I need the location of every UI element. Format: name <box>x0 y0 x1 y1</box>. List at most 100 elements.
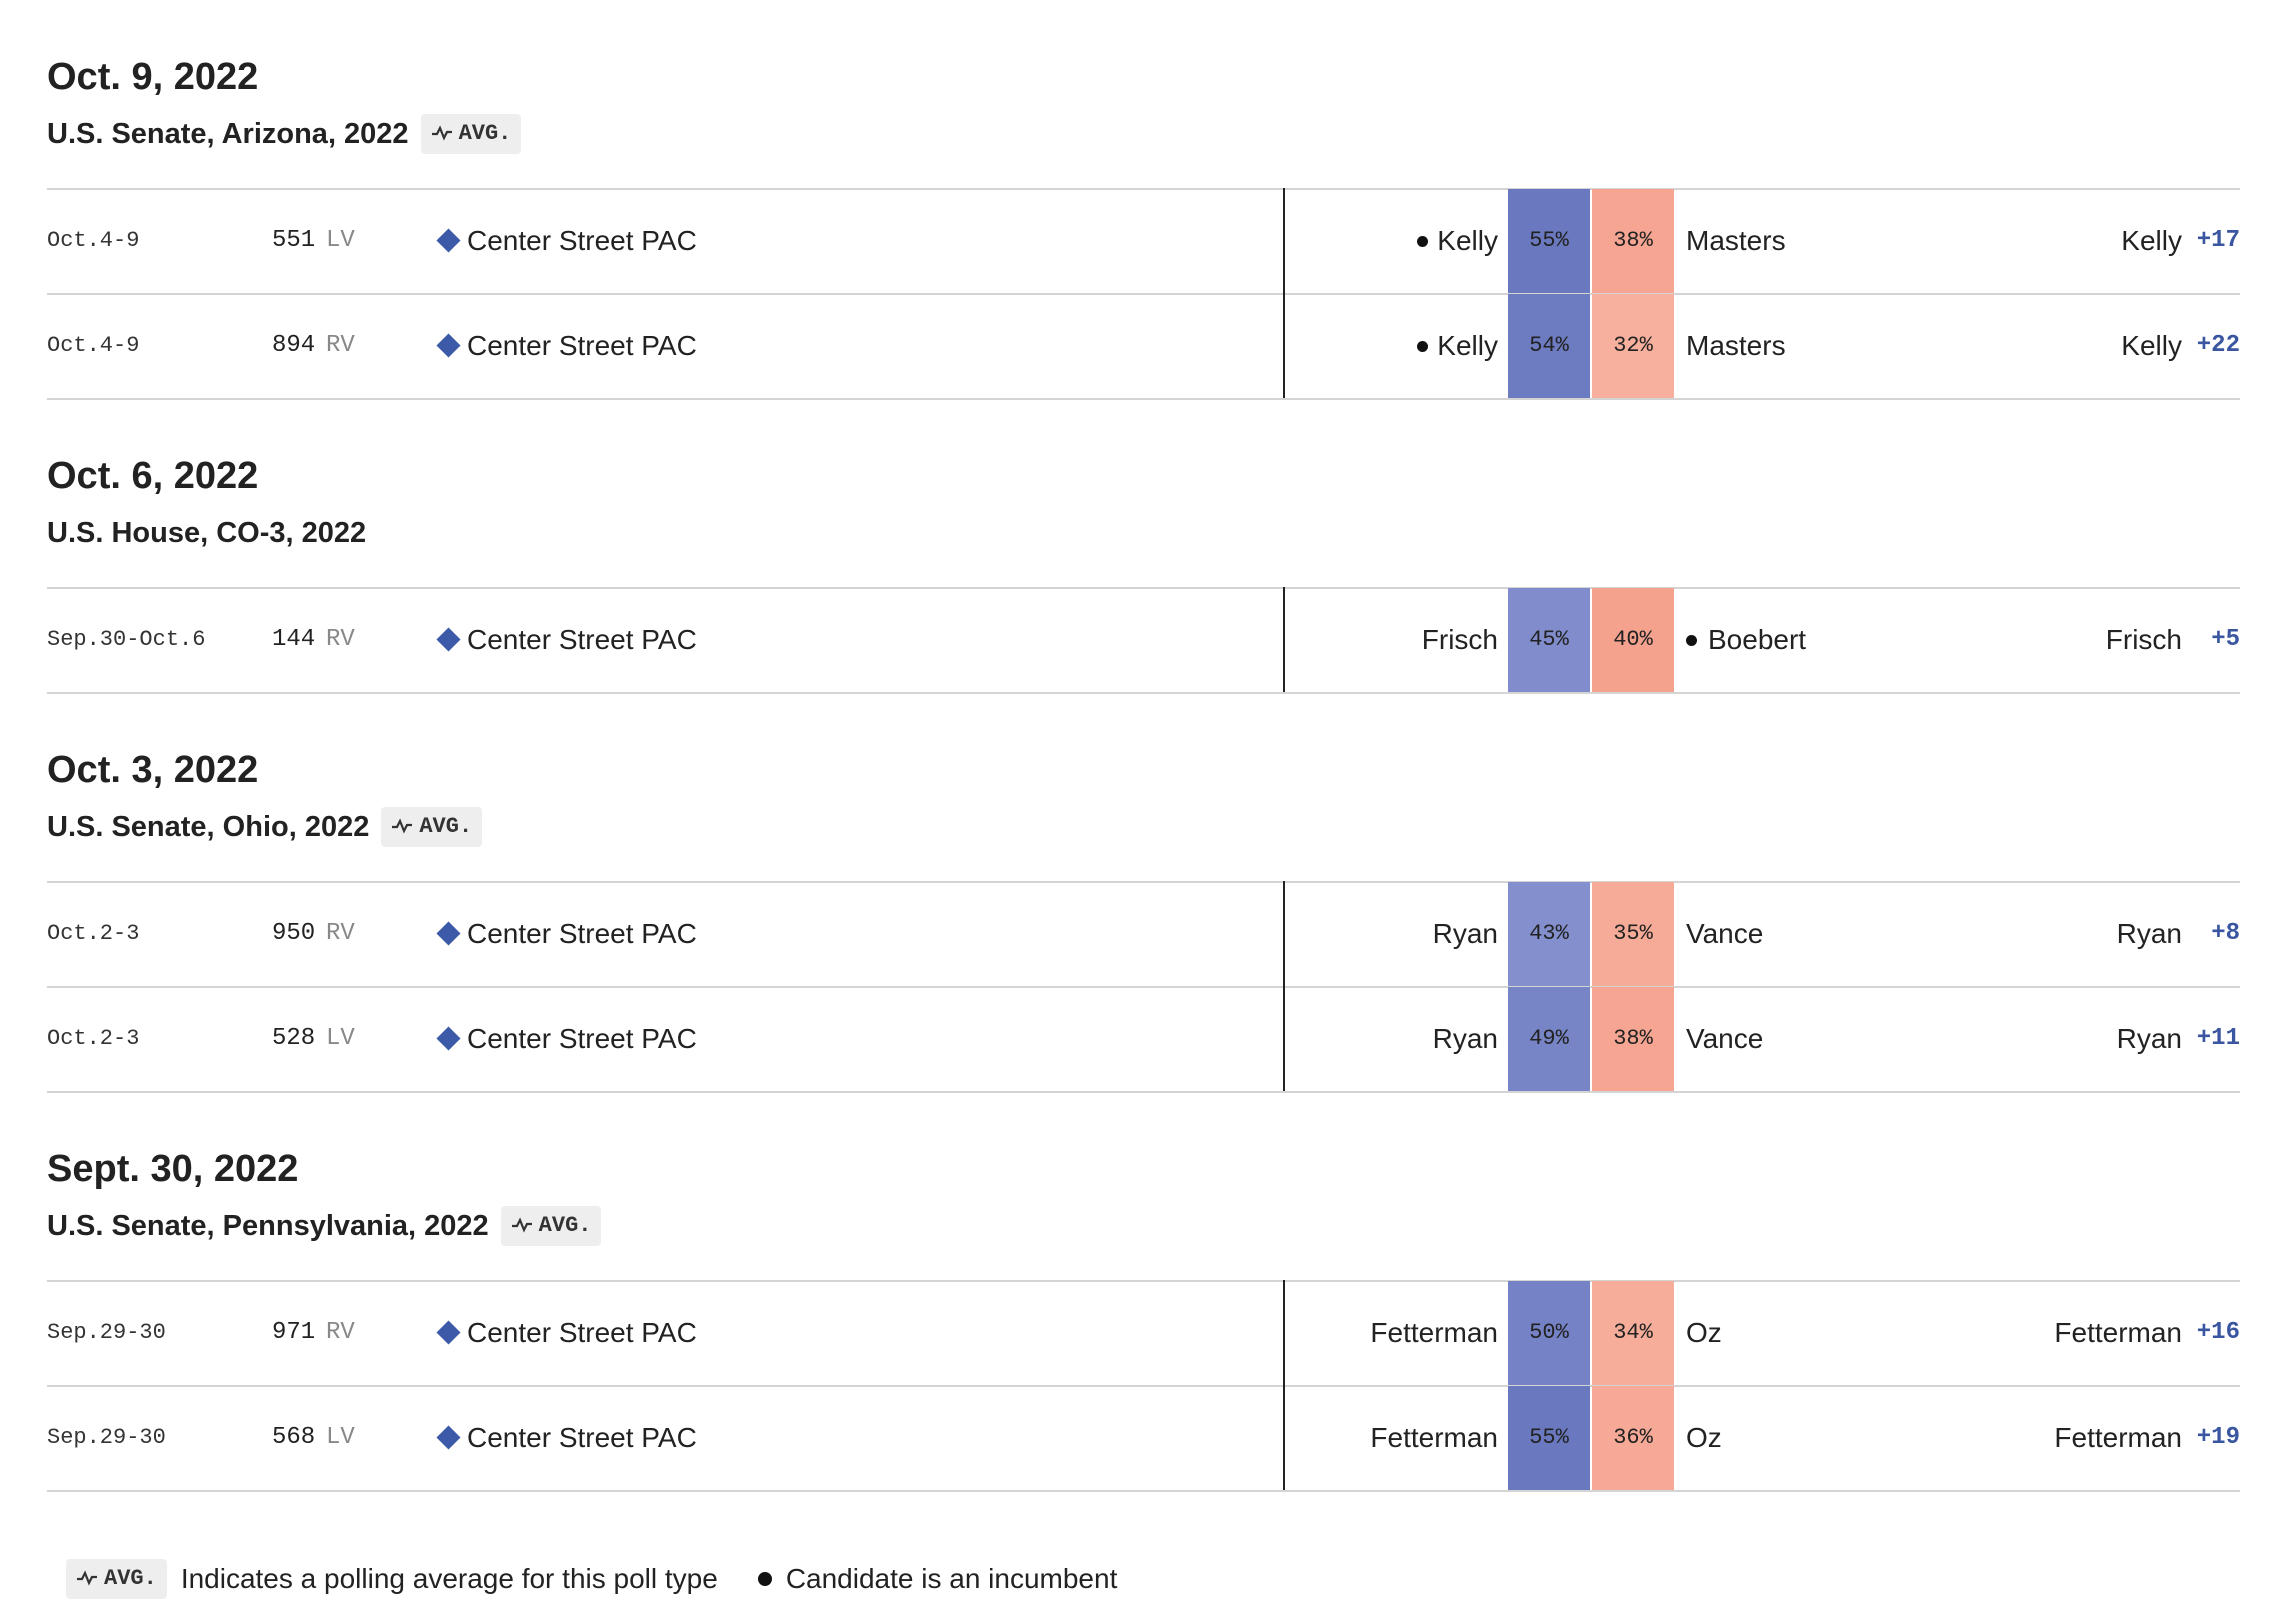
rep-pct: 38% <box>1592 987 1674 1091</box>
margin: +19 <box>2196 1423 2240 1451</box>
population: RV <box>326 625 355 653</box>
pollster: Center Street PAC <box>467 224 697 256</box>
margin: +22 <box>2196 331 2240 359</box>
poll-dates: Oct.2-3 <box>47 920 140 946</box>
pollster: Center Street PAC <box>467 1022 697 1054</box>
sample-size: 551 <box>272 226 316 254</box>
population: RV <box>326 1318 355 1346</box>
poll-dates: Oct.4-9 <box>47 332 140 358</box>
dem-pct: 50% <box>1508 1281 1590 1385</box>
race-title: U.S. House, CO-3, 2022 <box>47 517 367 549</box>
dem-pct: 54% <box>1508 294 1590 398</box>
rep-name: Boebert <box>1708 623 1807 655</box>
poll-dates: Sep.30-Oct.6 <box>47 626 206 652</box>
population: LV <box>326 226 355 254</box>
sample-size: 568 <box>272 1423 316 1451</box>
rep-pct: 40% <box>1592 588 1674 692</box>
leader: Frisch <box>2105 623 2182 655</box>
incumbent-dot <box>1686 634 1697 646</box>
dem-name: Fetterman <box>1370 1421 1498 1453</box>
rep-name: Vance <box>1686 1022 1764 1054</box>
row-rule <box>47 1490 2240 1492</box>
rep-pct: 35% <box>1592 882 1674 986</box>
dem-pct: 49% <box>1508 987 1590 1091</box>
margin: +17 <box>2196 226 2240 254</box>
rep-name: Masters <box>1686 329 1786 361</box>
date-heading: Oct. 3, 2022 <box>47 749 259 791</box>
avg-label: AVG. <box>538 1213 592 1238</box>
avg-badge: AVG. <box>66 1559 167 1599</box>
pollster: Center Street PAC <box>467 1316 697 1348</box>
dem-name: Kelly <box>1437 329 1498 361</box>
divider <box>1283 1280 1285 1490</box>
avg-badge: AVG. <box>500 1206 602 1246</box>
leader: Kelly <box>2121 224 2182 256</box>
dem-pct: 45% <box>1508 588 1590 692</box>
row-rule <box>47 881 2240 883</box>
rep-name: Vance <box>1686 917 1764 949</box>
pollster: Center Street PAC <box>467 917 697 949</box>
pollster-icon <box>436 332 461 358</box>
dem-name: Ryan <box>1432 1022 1498 1054</box>
row-rule <box>47 1280 2240 1282</box>
avg-label: AVG. <box>419 814 473 839</box>
legend-incumbent-text: Candidate is an incumbent <box>785 1563 1118 1594</box>
leader: Kelly <box>2121 329 2182 361</box>
population: RV <box>326 331 355 359</box>
dem-name: Frisch <box>1421 623 1498 655</box>
avg-badge: AVG. <box>381 807 483 847</box>
population: LV <box>326 1024 355 1052</box>
rep-name: Oz <box>1686 1316 1722 1348</box>
avg-label: AVG. <box>104 1566 157 1591</box>
rep-pct: 36% <box>1592 1386 1674 1490</box>
pollster: Center Street PAC <box>467 1421 697 1453</box>
poll-dates: Sep.29-30 <box>47 1424 166 1450</box>
row-rule <box>47 986 2240 988</box>
race-title: U.S. Senate, Ohio, 2022 <box>47 811 370 843</box>
pollster-icon <box>436 1424 461 1450</box>
leader: Fetterman <box>2054 1421 2182 1453</box>
dem-name: Fetterman <box>1370 1316 1498 1348</box>
dem-pct: 55% <box>1508 189 1590 293</box>
pollster-icon <box>436 1319 461 1345</box>
rep-pct: 38% <box>1592 189 1674 293</box>
dem-name: Ryan <box>1432 917 1498 949</box>
leader: Ryan <box>2116 917 2182 949</box>
sample-size: 528 <box>272 1024 316 1052</box>
population: LV <box>326 1423 355 1451</box>
margin: +8 <box>2211 919 2240 947</box>
date-heading: Oct. 6, 2022 <box>47 455 259 497</box>
incumbent-dot <box>1417 235 1429 247</box>
row-rule <box>47 293 2240 295</box>
margin: +16 <box>2196 1318 2240 1346</box>
margin: +5 <box>2211 625 2240 653</box>
divider <box>1283 881 1285 1091</box>
legend-avg-text: Indicates a polling average for this pol… <box>180 1563 718 1594</box>
incumbent-dot <box>757 1572 772 1586</box>
date-heading: Sept. 30, 2022 <box>47 1148 299 1190</box>
rep-pct: 34% <box>1592 1281 1674 1385</box>
margin: +11 <box>2196 1024 2240 1052</box>
incumbent-dot <box>1417 340 1429 352</box>
poll-dates: Sep.29-30 <box>47 1319 166 1345</box>
row-rule <box>47 1091 2240 1093</box>
rep-name: Masters <box>1686 224 1786 256</box>
sample-size: 144 <box>272 625 316 653</box>
row-rule <box>47 398 2240 400</box>
rep-pct: 32% <box>1592 294 1674 398</box>
row-rule <box>47 1385 2240 1387</box>
pollster-icon <box>436 626 461 652</box>
row-rule <box>47 692 2240 694</box>
dem-pct: 55% <box>1508 1386 1590 1490</box>
pollster: Center Street PAC <box>467 623 697 655</box>
poll-dates: Oct.4-9 <box>47 227 140 253</box>
rep-name: Oz <box>1686 1421 1722 1453</box>
race-title: U.S. Senate, Pennsylvania, 2022 <box>47 1210 489 1242</box>
divider <box>1283 188 1285 398</box>
dem-name: Kelly <box>1437 224 1498 256</box>
sample-size: 950 <box>272 919 316 947</box>
row-rule <box>47 188 2240 190</box>
pollster-icon <box>436 227 461 253</box>
dem-pct: 43% <box>1508 882 1590 986</box>
